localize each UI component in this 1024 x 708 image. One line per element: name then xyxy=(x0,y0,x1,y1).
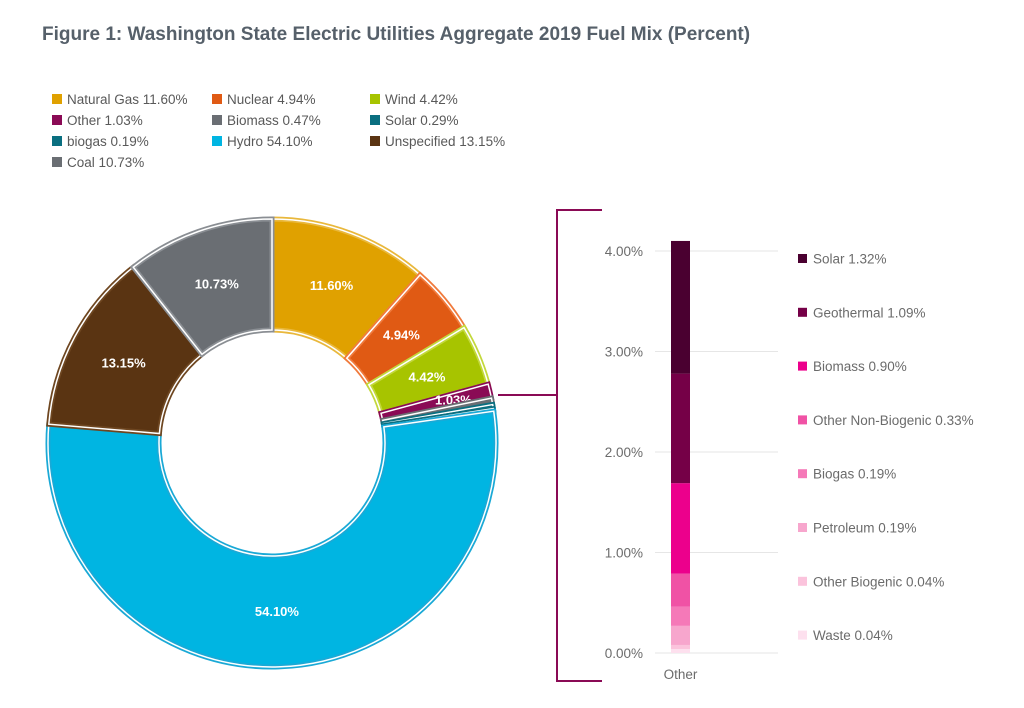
legend-label: Nuclear 4.94% xyxy=(227,92,316,107)
bar-y-tick-label: 4.00% xyxy=(605,244,643,259)
legend-swatch xyxy=(212,136,222,146)
bar-legend-swatch-geothermal xyxy=(798,307,807,317)
bar-legend-label-biomass: Biomass 0.90% xyxy=(813,359,907,374)
pie-data-label-natural-gas: 11.60% xyxy=(310,278,354,293)
legend-item-natural-gas: Natural Gas 11.60% xyxy=(52,92,188,107)
pie-data-label-unspecified: 13.15% xyxy=(102,356,147,371)
bar-segment-biogas xyxy=(671,606,690,626)
legend-label: Hydro 54.10% xyxy=(227,134,313,149)
bar-legend-swatch-biomass xyxy=(798,361,807,371)
bar-legend-label-geothermal: Geothermal 1.09% xyxy=(813,305,926,320)
bar-segment-other-non-biogenic xyxy=(671,573,690,607)
bar-segment-solar xyxy=(671,240,690,374)
legend-label: Solar 0.29% xyxy=(385,113,459,128)
legend-item-hydro: Hydro 54.10% xyxy=(212,134,313,149)
bar-legend-swatch-waste xyxy=(798,630,807,640)
bar-legend-swatch-biogas xyxy=(798,469,807,479)
legend-item-biogas: biogas 0.19% xyxy=(52,134,149,149)
pie-slice-separator xyxy=(132,218,273,356)
pie-slice-hydro xyxy=(45,408,499,670)
bar-segment-geothermal xyxy=(671,373,690,484)
connector-bracket xyxy=(556,209,602,682)
legend-item-solar: Solar 0.29% xyxy=(370,113,459,128)
bar-segment-waste xyxy=(671,648,690,653)
pie-data-label-nuclear: 4.94% xyxy=(383,328,420,343)
legend-swatch xyxy=(370,94,380,104)
legend-label: Natural Gas 11.60% xyxy=(67,92,188,107)
legend-swatch xyxy=(52,115,62,125)
pie-data-label-wind: 4.42% xyxy=(409,369,446,384)
legend-label: Unspecified 13.15% xyxy=(385,134,506,149)
bar-legend-swatch-other-biogenic xyxy=(798,576,807,586)
legend-swatch xyxy=(212,94,222,104)
legend-swatch xyxy=(52,136,62,146)
legend-swatch xyxy=(212,115,222,125)
legend-swatch xyxy=(370,115,380,125)
legend-item-other: Other 1.03% xyxy=(52,113,143,128)
bar-legend-label-waste: Waste 0.04% xyxy=(813,628,893,643)
chart-title: Figure 1: Washington State Electric Util… xyxy=(42,24,751,45)
bar-legend-label-other-biogenic: Other Biogenic 0.04% xyxy=(813,574,944,589)
pie-slice-separator xyxy=(47,410,497,668)
bar-legend-swatch-petroleum xyxy=(798,523,807,532)
bar-y-tick-label: 0.00% xyxy=(605,646,643,661)
bar-x-tick-label: Other xyxy=(664,667,698,682)
legend-label: Wind 4.42% xyxy=(385,92,458,107)
legend-label: biogas 0.19% xyxy=(67,134,149,149)
bar-segment-biomass xyxy=(671,483,690,574)
bar-segment-other-biogenic xyxy=(671,644,690,649)
bar-y-tick-label: 2.00% xyxy=(605,445,643,460)
bar-legend-swatch-other-non-biogenic xyxy=(798,415,807,425)
legend-item-unspecified: Unspecified 13.15% xyxy=(370,134,505,149)
legend-item-wind: Wind 4.42% xyxy=(370,92,458,107)
legend-item-biomass: Biomass 0.47% xyxy=(212,113,321,128)
legend-label: Biomass 0.47% xyxy=(227,113,321,128)
bar-legend-swatch-solar xyxy=(798,254,807,263)
legend-label: Coal 10.73% xyxy=(67,155,145,170)
bar-legend-label-petroleum: Petroleum 0.19% xyxy=(813,521,917,536)
legend-swatch xyxy=(370,136,380,146)
pie-data-label-coal: 10.73% xyxy=(195,276,240,291)
legend-item-coal: Coal 10.73% xyxy=(52,155,144,170)
bar-segment-petroleum xyxy=(671,625,690,645)
bar-y-tick-label: 1.00% xyxy=(605,546,643,561)
legend-item-nuclear: Nuclear 4.94% xyxy=(212,92,316,107)
legend-label: Other 1.03% xyxy=(67,113,143,128)
legend-swatch xyxy=(52,94,62,104)
legend-swatch xyxy=(52,157,62,167)
bar-legend-label-biogas: Biogas 0.19% xyxy=(813,467,896,482)
bar-legend-label-other-non-biogenic: Other Non-Biogenic 0.33% xyxy=(813,413,974,428)
pie-data-label-hydro: 54.10% xyxy=(255,604,300,619)
bar-legend-label-solar: Solar 1.32% xyxy=(813,252,887,267)
bar-y-tick-label: 3.00% xyxy=(605,345,643,360)
